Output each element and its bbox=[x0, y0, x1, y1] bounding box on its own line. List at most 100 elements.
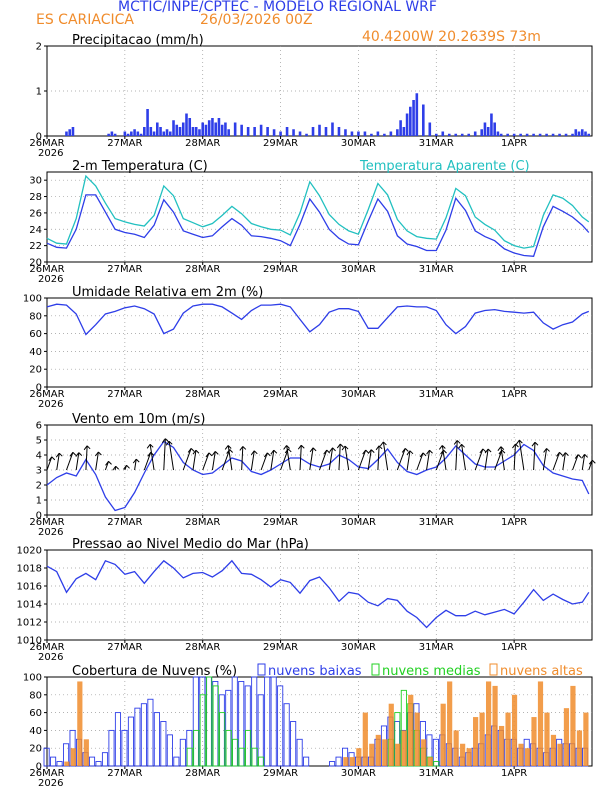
clouds-xtick-label: 28MAR bbox=[185, 768, 220, 779]
wind-vector-head bbox=[426, 449, 433, 455]
wind-vector-head bbox=[94, 451, 102, 457]
cloud-bar-altas bbox=[544, 712, 550, 766]
rh-year-label: 2026 bbox=[38, 399, 63, 410]
temp-year-label: 2026 bbox=[38, 274, 63, 285]
precip-bar bbox=[538, 133, 542, 136]
cloud-bar-medias bbox=[193, 729, 200, 767]
pressure-title: Pressao ao Nivel Medio do Mar (hPa) bbox=[72, 537, 309, 552]
cloud-bar-altas bbox=[447, 681, 453, 766]
precip-title: Precipitacao (mm/h) bbox=[72, 33, 204, 48]
precip-bar bbox=[133, 129, 136, 136]
precip-bar bbox=[139, 133, 143, 136]
rh-xtick-label: 30MAR bbox=[341, 389, 376, 400]
precip-bar bbox=[156, 122, 159, 136]
cloud-bar-medias bbox=[212, 685, 219, 767]
wind-xtick-label: 29MAR bbox=[263, 517, 298, 528]
wind-vector-head bbox=[69, 451, 77, 457]
clouds-ytick-label: 100 bbox=[23, 673, 42, 684]
precip-bar bbox=[324, 127, 328, 136]
precip-bar bbox=[172, 120, 175, 136]
precip-bar bbox=[188, 118, 192, 136]
precip-bar bbox=[519, 133, 522, 136]
temp-xtick-label: 1APR bbox=[501, 264, 527, 275]
precip-bar bbox=[168, 131, 172, 136]
cloud-bar-baixas bbox=[140, 703, 147, 767]
precip-bar bbox=[428, 122, 432, 136]
rh-xtick-label: 29MAR bbox=[263, 389, 298, 400]
temp-ytick-label: 28 bbox=[29, 192, 42, 203]
precip-bar bbox=[318, 124, 321, 136]
precip-bar bbox=[454, 133, 458, 136]
wind-vector-head bbox=[581, 454, 588, 459]
pressure-ytick-label: 1018 bbox=[17, 564, 42, 575]
cloud-bar-altas bbox=[479, 712, 485, 766]
precip-bar bbox=[143, 127, 146, 136]
wind-vector bbox=[299, 445, 302, 471]
clouds-ytick-label: 20 bbox=[29, 744, 42, 755]
precip-bar bbox=[499, 133, 503, 136]
precip-bar bbox=[146, 109, 149, 136]
wind-ytick-label: 2 bbox=[36, 481, 42, 492]
precip-bar bbox=[363, 131, 367, 136]
precip-xtick-label: 31MAR bbox=[419, 138, 454, 149]
precip-xtick-label: 1APR bbox=[501, 138, 527, 149]
precip-bar bbox=[376, 131, 380, 136]
precip-xtick-label: 29MAR bbox=[263, 138, 298, 149]
pressure-xtick-label: 1APR bbox=[501, 642, 527, 653]
cloud-bar-altas bbox=[563, 708, 570, 766]
rh-xtick-label: 28MAR bbox=[185, 389, 220, 400]
page-title: MCTIC/INPE/CPTEC - MODELO REGIONAL WRF bbox=[118, 0, 437, 15]
wind-series-line-0 bbox=[46, 440, 590, 512]
temp-ytick-label: 26 bbox=[29, 208, 42, 219]
wind-vector-head bbox=[250, 450, 258, 456]
cloud-bar-baixas bbox=[50, 756, 57, 767]
wind-vector bbox=[494, 449, 503, 471]
wind-vector bbox=[134, 459, 137, 471]
cloud-bar-altas bbox=[460, 743, 466, 766]
cloud-legend-label-2: nuvens altas bbox=[500, 664, 583, 679]
precip-bar bbox=[584, 131, 587, 136]
cloud-legend-swatch-1 bbox=[371, 663, 380, 676]
wind-vector-head bbox=[187, 448, 195, 453]
temp-xtick-label: 27MAR bbox=[107, 264, 142, 275]
cloud-bar-medias bbox=[433, 761, 440, 767]
precip-bar bbox=[130, 131, 133, 136]
precip-bar bbox=[370, 133, 373, 136]
cloud-bar-altas bbox=[388, 703, 394, 766]
precip-bar bbox=[207, 120, 211, 136]
precip-bar bbox=[272, 129, 276, 136]
precip-bar bbox=[181, 122, 185, 136]
precip-bar bbox=[564, 133, 568, 136]
wind-vector-head bbox=[161, 438, 169, 443]
cloud-bar-altas bbox=[570, 685, 576, 766]
wind-vector-head bbox=[543, 448, 550, 453]
temp-series-line-0 bbox=[46, 194, 590, 257]
precip-xtick-label: 27MAR bbox=[107, 138, 142, 149]
precip-bar bbox=[149, 127, 153, 136]
pressure-ytick-label: 1012 bbox=[17, 618, 42, 629]
wind-vector-head bbox=[562, 452, 569, 457]
wind-vector-head bbox=[55, 452, 63, 458]
wind-ytick-label: 5 bbox=[36, 436, 42, 447]
cloud-bar-baixas bbox=[277, 685, 284, 767]
cloud-bar-altas bbox=[440, 703, 446, 766]
precip-bar bbox=[204, 124, 208, 136]
precip-bar bbox=[396, 129, 399, 136]
precip-bar bbox=[198, 129, 201, 136]
clouds-xtick-label: 29MAR bbox=[263, 768, 298, 779]
pressure-ytick-label: 1010 bbox=[17, 636, 42, 647]
cloud-bar-baixas bbox=[335, 756, 342, 767]
temp-ytick-label: 24 bbox=[29, 225, 42, 236]
cloud-bar-medias bbox=[219, 712, 226, 767]
wind-vector bbox=[426, 450, 431, 471]
clouds-ytick-label: 80 bbox=[29, 690, 42, 701]
wind-vector-head bbox=[112, 465, 120, 471]
wind-vector bbox=[163, 438, 166, 471]
precip-ytick-label: 1 bbox=[36, 87, 42, 98]
wind-vector bbox=[241, 446, 244, 471]
cloud-legend-label-1: nuvens medias bbox=[382, 664, 481, 679]
wind-vector-head bbox=[574, 454, 582, 459]
temp-xtick-label: 28MAR bbox=[185, 264, 220, 275]
clouds-xtick-label: 1APR bbox=[501, 768, 527, 779]
precip-bar bbox=[233, 122, 237, 136]
